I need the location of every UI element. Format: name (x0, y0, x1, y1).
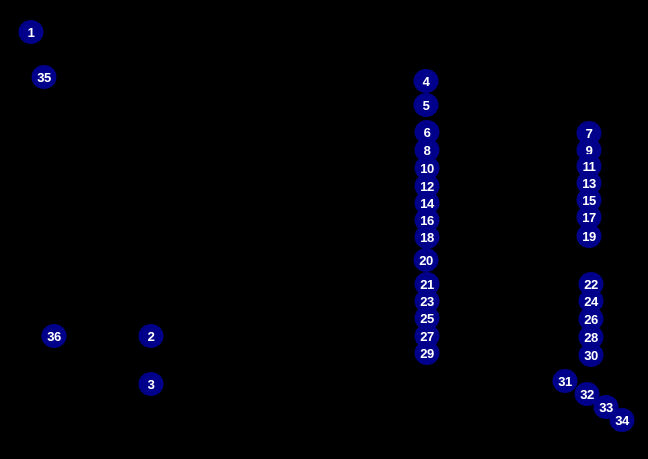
som-mark-36[interactable]: 36 (41, 324, 67, 348)
som-mark-4[interactable]: 4 (413, 69, 439, 93)
som-mark-27[interactable]: 27 (414, 324, 440, 348)
som-mark-20[interactable]: 20 (413, 248, 439, 272)
som-mark-18[interactable]: 18 (414, 225, 440, 249)
som-mark-35[interactable]: 35 (31, 65, 57, 89)
som-mark-1[interactable]: 1 (18, 20, 44, 44)
som-mark-19[interactable]: 19 (576, 224, 602, 248)
som-mark-5[interactable]: 5 (413, 93, 439, 117)
som-mark-31[interactable]: 31 (552, 369, 578, 393)
som-mark-3[interactable]: 3 (138, 372, 164, 396)
som-mark-10[interactable]: 10 (414, 156, 440, 180)
som-mark-29[interactable]: 29 (414, 341, 440, 365)
som-mark-30[interactable]: 30 (578, 343, 604, 367)
som-mark-34[interactable]: 34 (609, 408, 635, 432)
som-mark-2[interactable]: 2 (138, 324, 164, 348)
